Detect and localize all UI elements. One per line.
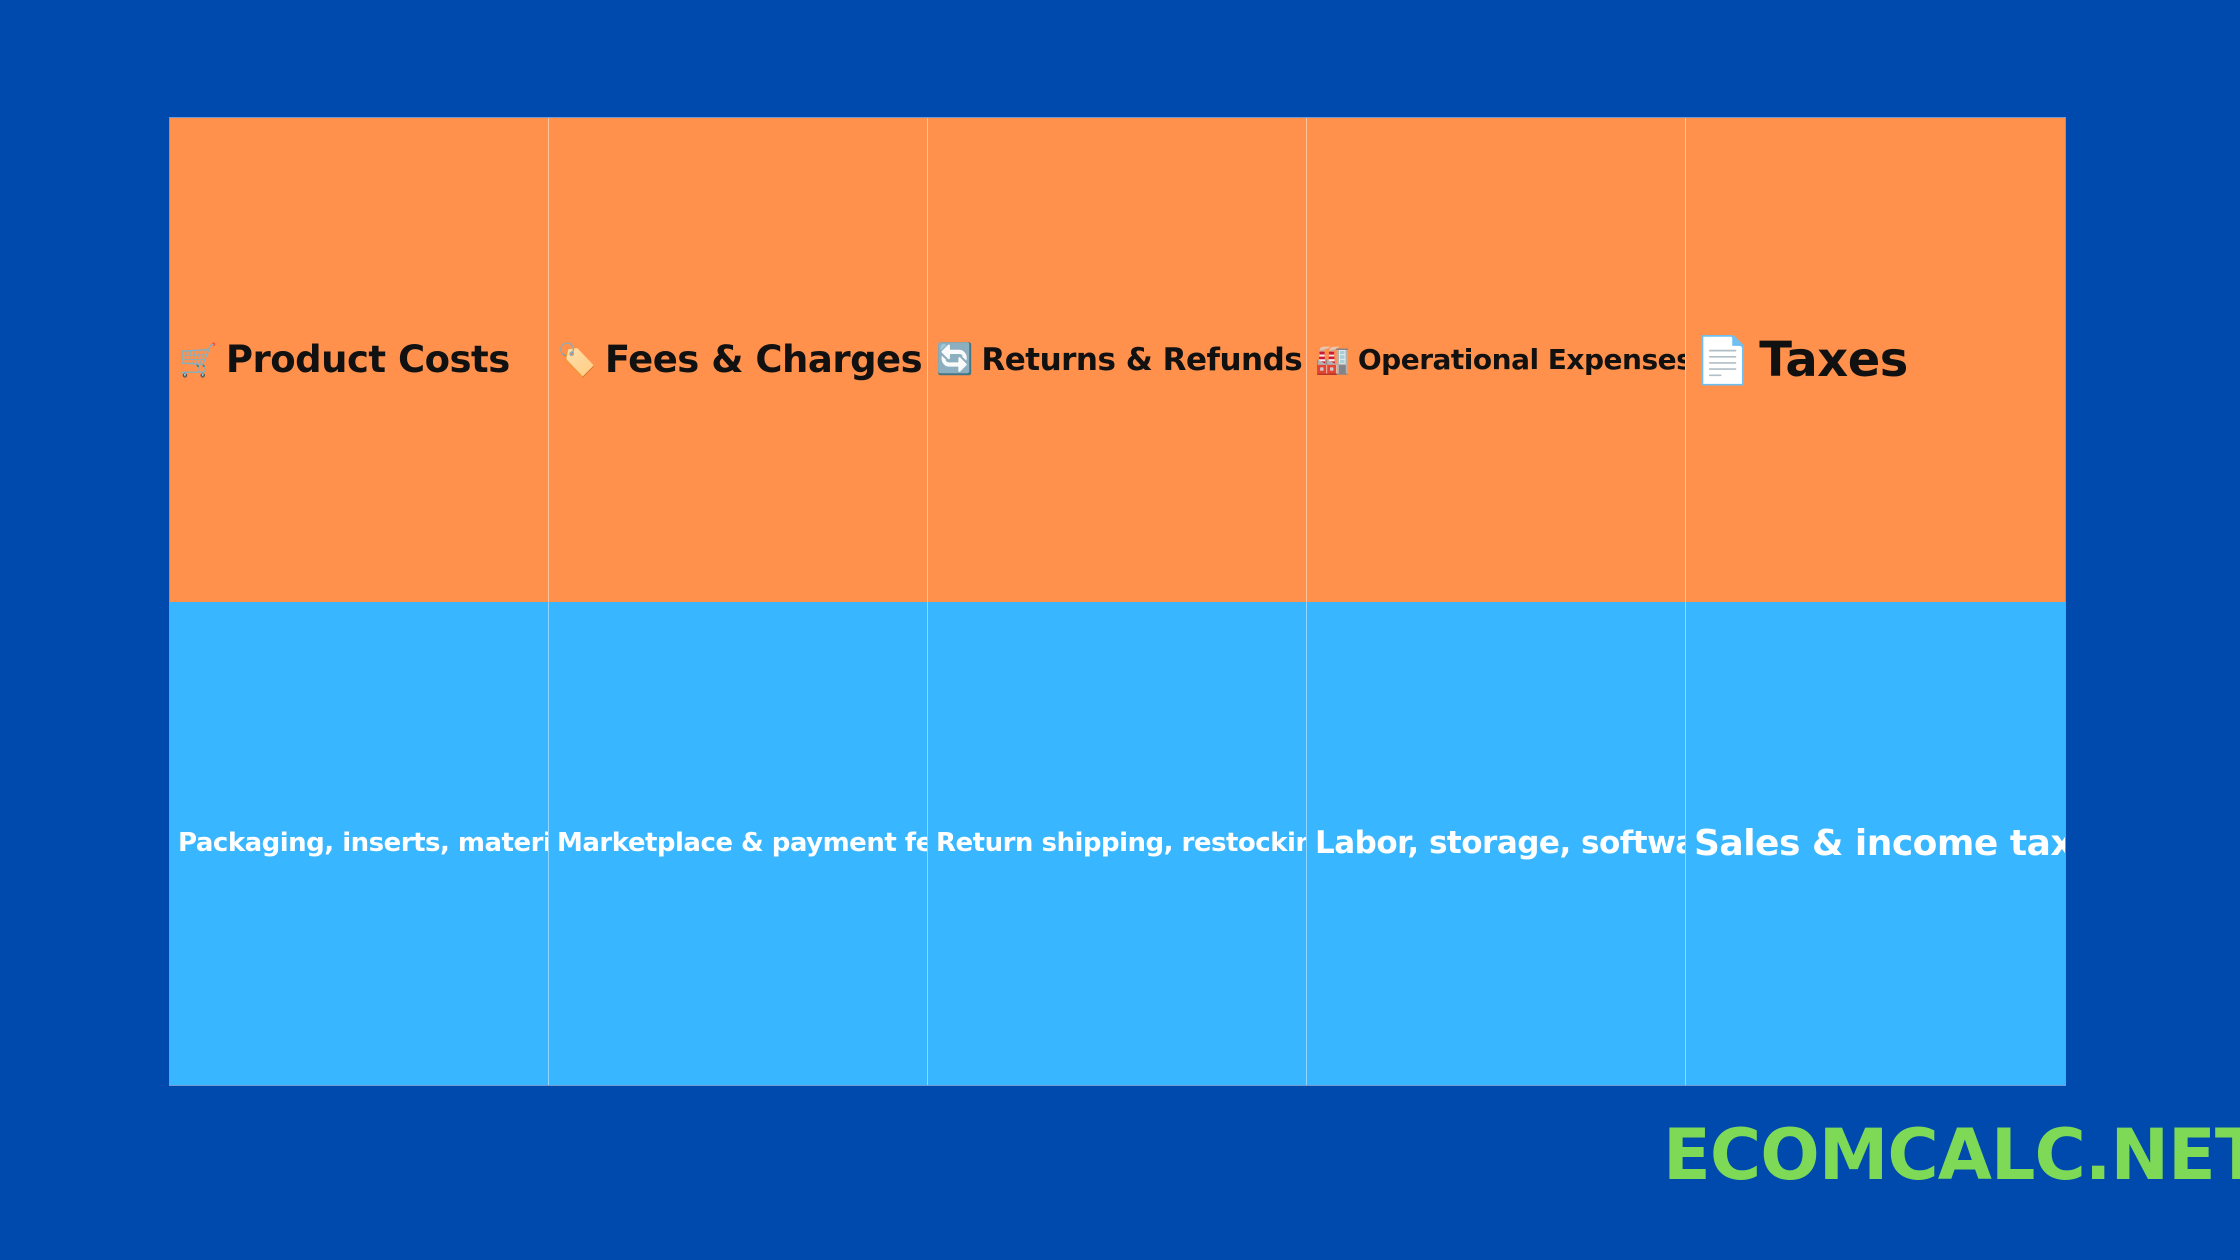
expense-categories-table: 🛒 Product Costs 🏷️ Fees & Charges 🔄 Retu…: [169, 117, 2066, 1086]
category-description-fees-charges: Marketplace & payment fees: [549, 601, 928, 1085]
brand-logo-text: ECOMCALC.NET: [1663, 1114, 2240, 1196]
category-header-taxes: 📄 Taxes: [1686, 118, 2065, 602]
price-tag-icon: 🏷️: [557, 340, 597, 379]
refresh-arrows-icon: 🔄: [936, 341, 974, 377]
category-description: Return shipping, restocking: [936, 828, 1307, 859]
category-description-product-costs: Packaging, inserts, materials: [170, 601, 549, 1085]
category-title: Fees & Charges: [604, 338, 923, 382]
category-description: Labor, storage, software: [1315, 825, 1685, 862]
category-description-taxes: Sales & income taxes: [1686, 601, 2065, 1085]
category-title: Taxes: [1759, 331, 1908, 388]
category-description: Packaging, inserts, materials: [178, 828, 548, 859]
category-title: Returns & Refunds: [981, 341, 1303, 378]
category-description-returns-refunds: Return shipping, restocking: [928, 601, 1307, 1085]
category-header-fees-charges: 🏷️ Fees & Charges: [549, 118, 928, 602]
factory-icon: 🏭: [1315, 342, 1350, 376]
category-description: Sales & income taxes: [1694, 822, 2065, 864]
category-header-returns-refunds: 🔄 Returns & Refunds: [928, 118, 1307, 602]
category-title: Operational Expenses: [1357, 343, 1686, 377]
category-description-operational-expenses: Labor, storage, software: [1307, 601, 1686, 1085]
shopping-cart-icon: 🛒: [178, 340, 218, 379]
category-header-operational-expenses: 🏭 Operational Expenses: [1307, 118, 1686, 602]
category-title: Product Costs: [225, 338, 510, 382]
category-header-product-costs: 🛒 Product Costs: [170, 118, 549, 602]
category-description: Marketplace & payment fees: [557, 828, 928, 859]
document-icon: 📄: [1694, 332, 1752, 387]
